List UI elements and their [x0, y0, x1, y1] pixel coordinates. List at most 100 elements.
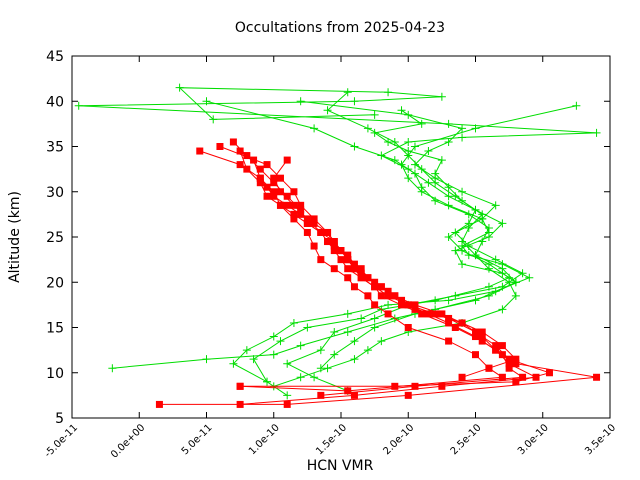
data-point [330, 247, 338, 255]
data-point [317, 228, 325, 236]
data-point [344, 387, 352, 395]
data-point [593, 373, 601, 381]
data-point [263, 161, 271, 169]
data-point [310, 219, 318, 227]
data-point [572, 101, 581, 110]
x-tick-label: 2.0e-10 [381, 422, 416, 457]
data-point [229, 138, 237, 146]
x-tick-label: 2.5e-10 [449, 422, 484, 457]
data-point [350, 391, 358, 399]
data-point [270, 192, 278, 200]
data-point [592, 128, 601, 137]
data-point [404, 137, 413, 146]
data-point [290, 201, 298, 209]
data-point [471, 251, 480, 260]
data-point [431, 169, 440, 178]
data-point [417, 187, 426, 196]
y-tick-label: 15 [46, 321, 64, 337]
data-point [505, 355, 513, 363]
series-0-profile-4-line [285, 100, 524, 392]
data-point [370, 314, 379, 323]
data-point [344, 265, 352, 273]
data-point [498, 305, 507, 314]
data-point [303, 323, 312, 332]
y-tick-label: 5 [55, 411, 64, 427]
data-point [451, 324, 459, 331]
data-point [445, 314, 453, 322]
y-tick-labels: 5 10 15 20 25 30 35 40 45 [46, 49, 64, 427]
data-point [478, 210, 487, 219]
data-point [485, 364, 493, 372]
data-point [532, 373, 540, 381]
data-point [236, 147, 244, 155]
data-point [256, 165, 264, 173]
data-point [303, 219, 311, 227]
y-tick-label: 35 [46, 140, 64, 156]
data-point [350, 265, 358, 273]
data-point [283, 192, 291, 200]
data-point [350, 337, 359, 346]
data-point [445, 337, 453, 345]
data-point [444, 201, 453, 210]
y-tick-label: 30 [46, 185, 64, 201]
series-1 [155, 138, 601, 408]
data-point [417, 119, 426, 128]
data-point [484, 291, 493, 300]
data-point [74, 101, 83, 110]
data-point [324, 228, 332, 236]
data-point [363, 346, 372, 355]
data-layer [74, 83, 601, 408]
data-point [458, 319, 466, 327]
data-point [343, 88, 352, 97]
data-point [377, 283, 385, 291]
data-point [418, 310, 426, 318]
data-point [384, 300, 393, 309]
data-point [108, 364, 117, 373]
x-tick-label: 5.0e-11 [180, 422, 215, 457]
data-point [317, 256, 325, 264]
data-point [330, 238, 338, 246]
data-point [512, 355, 520, 363]
data-point [458, 133, 467, 142]
data-point [371, 301, 379, 309]
data-point [216, 143, 224, 150]
data-point [438, 310, 446, 318]
data-point [472, 328, 479, 336]
data-point [377, 337, 386, 346]
data-point [297, 206, 305, 214]
data-point [155, 400, 163, 408]
data-point [276, 188, 284, 196]
data-point [511, 278, 520, 287]
data-point [464, 251, 473, 260]
data-point [424, 178, 433, 187]
data-point [398, 301, 406, 309]
data-point [350, 97, 359, 106]
data-point [384, 137, 393, 146]
data-point [437, 156, 446, 165]
data-point [498, 264, 507, 273]
data-point [344, 256, 352, 264]
data-point [256, 174, 264, 182]
data-point [202, 355, 211, 364]
data-point [384, 88, 393, 97]
data-point [297, 201, 305, 209]
x-tick-label: 3.0e-10 [516, 422, 551, 457]
data-point [478, 237, 487, 246]
data-point [472, 351, 479, 359]
data-point [444, 137, 453, 146]
data-point [458, 196, 467, 205]
data-point [444, 296, 453, 305]
data-point [458, 373, 466, 381]
data-point [404, 147, 413, 156]
series-1-profile-3-line [219, 146, 552, 387]
data-point [250, 156, 258, 164]
x-tick-label: -5.0e-11 [43, 422, 80, 459]
data-point [263, 192, 271, 200]
data-point [377, 292, 385, 300]
y-tick-label: 10 [46, 366, 64, 382]
data-point [410, 160, 419, 169]
data-point [297, 210, 305, 218]
data-point [451, 246, 460, 255]
data-point [444, 183, 453, 192]
